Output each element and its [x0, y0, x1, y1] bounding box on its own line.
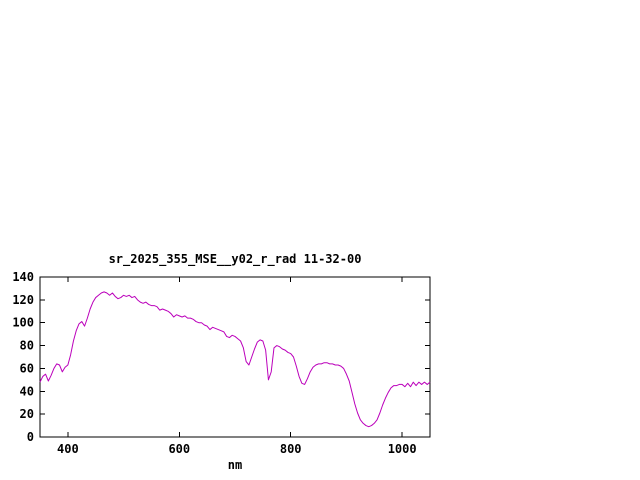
x-tick-label: 600 [168, 442, 190, 456]
chart-title: sr_2025_355_MSE__y02_r_rad 11-32-00 [109, 252, 362, 267]
y-tick-label: 80 [20, 339, 34, 353]
x-tick-label: 1000 [388, 442, 417, 456]
spectrum-line [39, 291, 431, 428]
y-tick-label: 60 [20, 361, 34, 375]
x-tick-label: 400 [57, 442, 79, 456]
plot-area: 400 600 800 1000 0 20 40 60 80 100 120 140 [12, 270, 431, 456]
y-tick-label: 140 [12, 270, 34, 284]
y-tick-label: 0 [27, 430, 34, 444]
x-axis-label: nm [228, 458, 242, 472]
plot-border [39, 276, 431, 438]
y-tick-label: 100 [12, 316, 34, 330]
y-tick-label: 40 [20, 384, 34, 398]
x-tick-label: 800 [280, 442, 302, 456]
y-tick-label: 120 [12, 293, 34, 307]
y-tick-label: 20 [20, 407, 34, 421]
